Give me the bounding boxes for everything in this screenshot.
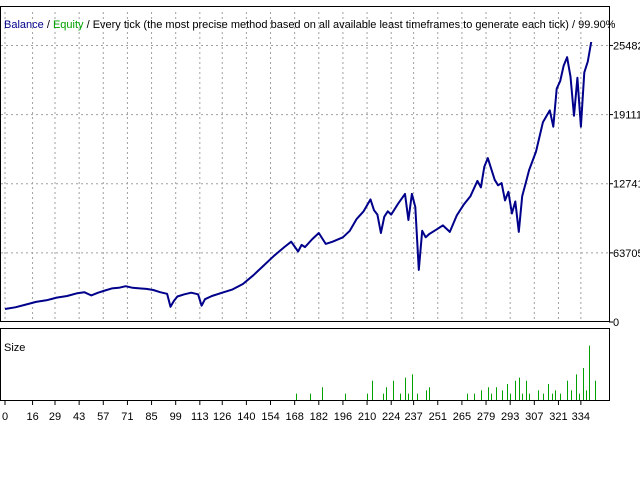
legend-quality: 99.90%	[578, 19, 616, 31]
y-tick-label: 63705	[613, 248, 640, 260]
y-tick-label: 0	[613, 317, 619, 329]
y-tick-label: 127410	[613, 179, 640, 191]
x-tick-label: 154	[261, 411, 279, 423]
x-tick-label: 168	[285, 411, 303, 423]
x-tick-label: 126	[213, 411, 231, 423]
x-tick-label: 196	[334, 411, 352, 423]
y-tick-label: 254820	[613, 40, 640, 52]
x-tick-label: 99	[170, 411, 182, 423]
x-tick-label: 237	[404, 411, 422, 423]
x-tick-label: 29	[49, 411, 61, 423]
x-tick-label: 71	[121, 411, 133, 423]
x-tick-label: 85	[145, 411, 157, 423]
size-panel: Size	[0, 328, 610, 401]
x-tick-label: 321	[549, 411, 567, 423]
balance-grid	[1, 12, 609, 322]
x-tick-label: 279	[477, 411, 495, 423]
x-tick-label: 307	[525, 411, 543, 423]
x-axis-ticks: 0 16 29 43 57 71 85 99 113 126 140 154 168 182 196 210 2…	[2, 400, 590, 423]
x-tick-label: 293	[501, 411, 519, 423]
legend-separator: /	[44, 19, 53, 31]
size-bars	[296, 345, 596, 400]
x-tick-label: 113	[191, 411, 209, 423]
size-panel-label: Size	[4, 342, 25, 354]
y-tick-label: 191115	[613, 110, 640, 122]
legend-description: Every tick (the most precise method base…	[93, 19, 569, 31]
x-tick-label: 210	[358, 411, 376, 423]
x-tick-label: 251	[429, 411, 447, 423]
x-tick-label: 182	[310, 411, 328, 423]
y-axis-ticks: 254820 191115 127410 63705 0	[609, 40, 640, 329]
x-tick-label: 57	[97, 411, 109, 423]
legend-separator: /	[569, 19, 578, 31]
x-tick-label: 0	[2, 411, 8, 423]
balance-series-line	[4, 41, 593, 310]
x-tick-label: 224	[382, 411, 400, 423]
legend-equity: Equity	[53, 19, 84, 31]
x-tick-label: 140	[237, 411, 255, 423]
legend-separator: /	[84, 19, 93, 31]
legend-balance: Balance	[4, 19, 44, 31]
x-tick-label: 16	[26, 411, 38, 423]
balance-panel-frame	[0, 6, 610, 322]
size-panel-frame	[0, 328, 610, 401]
balance-panel: 254820 191115 127410 63705 0 Balance / Equit…	[0, 6, 640, 329]
x-tick-label: 265	[453, 411, 471, 423]
chart-legend: Balance / Equity / Every tick (the most …	[4, 19, 616, 31]
x-tick-label: 334	[572, 411, 590, 423]
x-tick-label: 43	[73, 411, 85, 423]
